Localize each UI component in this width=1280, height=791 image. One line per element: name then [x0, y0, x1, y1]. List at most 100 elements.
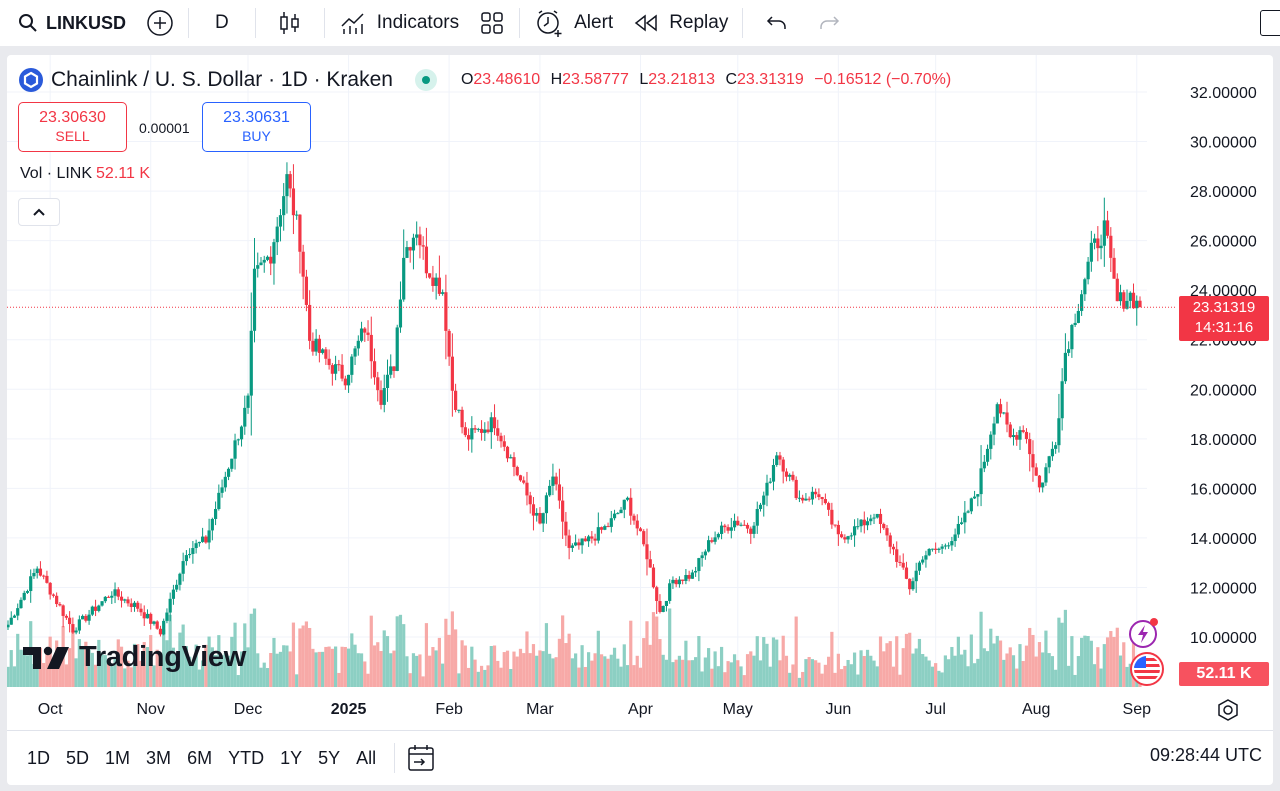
price-chart[interactable]: 32.00000 30.00000 28.00000 26.00000 24.00000…	[7, 55, 1273, 730]
volume-bar	[609, 654, 613, 687]
candle-body	[616, 513, 620, 515]
buy-button[interactable]: 23.30631 BUY	[202, 102, 311, 152]
volume-bar	[512, 651, 516, 687]
candle-body	[590, 536, 594, 539]
sell-button[interactable]: 23.30630 SELL	[18, 102, 127, 152]
candle-body	[291, 188, 296, 216]
volume-bar	[418, 654, 422, 687]
candle-body	[979, 468, 983, 495]
redo-button[interactable]	[807, 0, 851, 46]
volume-bar	[960, 654, 964, 687]
collapse-legend-button[interactable]	[18, 198, 60, 226]
volume-bar	[632, 665, 636, 687]
candle-body	[574, 542, 578, 546]
utc-clock[interactable]: 09:28:44 UTC	[1149, 745, 1262, 765]
candle-body	[752, 525, 756, 534]
candle-body	[1092, 238, 1097, 243]
volume-bar	[807, 657, 811, 687]
volume-bar	[441, 663, 445, 687]
candle-body	[178, 573, 182, 585]
candle-body	[84, 615, 88, 621]
volume-bar	[12, 666, 17, 687]
candle-body	[1089, 242, 1093, 262]
volume-bar	[165, 640, 169, 687]
candle-body	[622, 499, 626, 510]
tradingview-watermark[interactable]: TradingView	[23, 641, 246, 674]
candle-body	[528, 495, 532, 505]
market-status-icon[interactable]	[414, 69, 437, 91]
volume-bar	[642, 638, 646, 687]
volume-bar	[7, 666, 10, 687]
compare-button[interactable]	[136, 0, 184, 46]
volume-bar	[953, 655, 957, 687]
interval-button[interactable]: D	[193, 0, 251, 46]
settings-icon[interactable]	[1215, 697, 1241, 723]
candle-body	[35, 568, 39, 573]
x-tick-label: Nov	[136, 701, 164, 718]
symbol-search-button[interactable]: LINKUSD	[0, 0, 136, 46]
candle-body	[369, 334, 373, 362]
volume-bar	[1086, 636, 1090, 687]
volume-bar	[622, 644, 626, 687]
symbol-title[interactable]: Chainlink / U. S. Dollar · 1D · Kraken	[51, 68, 393, 91]
candle-body	[142, 612, 146, 619]
volume-bar	[32, 664, 36, 687]
us-flag-icon[interactable]	[1128, 652, 1166, 686]
candle-body	[677, 579, 682, 585]
range-button-6m[interactable]: 6M	[187, 747, 213, 768]
candle-body	[538, 512, 542, 524]
range-button-ytd[interactable]: YTD	[228, 747, 265, 768]
candle-body	[531, 504, 536, 516]
volume-bar	[226, 655, 231, 687]
candle-body	[911, 581, 915, 590]
volume-bar	[1005, 653, 1009, 687]
range-button-1d[interactable]: 1D	[27, 747, 51, 768]
calendar-goto-icon[interactable]	[405, 743, 437, 773]
volume-bar	[434, 650, 438, 687]
y-tick-label: 14.00000	[1190, 531, 1257, 548]
range-button-all[interactable]: All	[356, 747, 377, 768]
date-range-list: 1D 5D 1M 3M 6M YTD 1Y 5Y All	[7, 748, 384, 769]
volume-bar	[359, 653, 364, 687]
candle-body	[908, 578, 912, 590]
volume-bar	[188, 656, 192, 687]
volume-bar	[181, 624, 185, 687]
candle-body	[1076, 310, 1080, 323]
toolbar-divider	[323, 8, 325, 38]
candle-body	[749, 528, 753, 534]
candle-body	[713, 537, 717, 542]
replay-button[interactable]: Replay	[623, 0, 738, 46]
volume-legend[interactable]: Vol · LINK 52.11 K	[20, 165, 150, 183]
volume-bar	[496, 660, 500, 687]
candle-body	[116, 589, 120, 597]
volume-bar	[635, 655, 639, 687]
candle-body	[771, 464, 776, 482]
add-circle-icon	[147, 10, 173, 36]
volume-bar	[249, 613, 253, 687]
bar-countdown: 14:31:16	[1194, 319, 1254, 336]
candle-body	[859, 519, 863, 527]
templates-button[interactable]	[469, 0, 515, 46]
volume-bar	[463, 645, 467, 687]
candle-body	[1015, 435, 1019, 440]
candle-body	[586, 536, 591, 542]
candle-body	[1102, 220, 1106, 246]
alert-button[interactable]: Alert	[524, 0, 623, 46]
lightning-icon[interactable]	[1128, 617, 1160, 649]
volume-bar	[382, 630, 386, 687]
candle-body	[239, 426, 244, 440]
candle-body	[466, 435, 471, 440]
volume-bar	[184, 646, 188, 687]
range-button-5y[interactable]: 5Y	[318, 747, 341, 768]
indicators-button[interactable]: Indicators	[329, 0, 469, 46]
range-button-1y[interactable]: 1Y	[280, 747, 303, 768]
undo-button[interactable]	[747, 0, 807, 46]
y-tick-label: 18.00000	[1190, 432, 1257, 449]
range-button-3m[interactable]: 3M	[146, 747, 172, 768]
candle-body	[1070, 325, 1074, 350]
range-button-1m[interactable]: 1M	[105, 747, 131, 768]
chart-type-button[interactable]	[260, 0, 320, 46]
range-button-5d[interactable]: 5D	[66, 747, 90, 768]
layout-icon[interactable]	[1260, 10, 1280, 36]
volume-bar	[564, 643, 568, 687]
